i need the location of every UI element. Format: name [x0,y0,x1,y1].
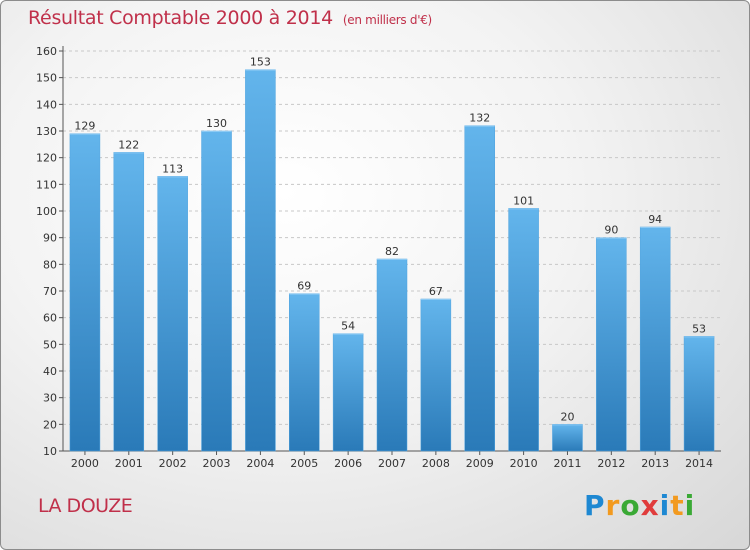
data-labels: 129 122 113 130 153 69 54 82 67 132 101 20 90 94 53 [74,56,706,424]
bar-value-label: 90 [604,224,618,237]
bar [69,133,101,452]
bar [157,176,188,452]
bar-value-label: 129 [74,120,95,133]
bar-value-label: 69 [297,280,311,293]
bar [376,258,408,452]
proxiti-logo[interactable]: Proxiti [584,489,695,522]
x-tick-label: 2003 [203,457,231,470]
logo-letter: i [684,489,696,522]
y-tick-label: 80 [43,258,57,271]
x-tick-label: 2010 [510,457,538,470]
logo-letter: t [670,489,685,522]
y-tick-label: 120 [36,152,57,165]
bar [113,152,145,452]
chart-title-text: Résultat Comptable 2000 à 2014 [28,7,333,29]
y-tick-label: 110 [36,178,57,191]
bar [464,125,495,452]
y-tick-label: 10 [43,445,57,458]
x-tick-label: 2009 [466,457,494,470]
y-tick-label: 140 [36,98,57,111]
bar [683,336,715,452]
bar-value-label: 130 [206,117,227,130]
bar [552,424,583,452]
y-tick-label: 40 [43,365,57,378]
x-tick-label: 2000 [71,457,99,470]
y-tick-label: 50 [43,338,57,351]
bar-value-label: 132 [469,112,490,125]
bar-value-label: 54 [341,320,355,333]
x-tick-label: 2004 [246,457,274,470]
bar-value-label: 153 [250,56,271,69]
chart-subtitle: (en milliers d'€) [342,13,432,27]
logo-letter: P [584,489,606,522]
y-tick-label: 160 [36,45,57,58]
axes: 10 20 30 40 50 60 70 80 90 100 110 120 130 140 150 160 2… [36,45,721,470]
x-tick-label: 2002 [159,457,187,470]
place-name: LA DOUZE [38,495,133,517]
bar-value-label: 122 [118,138,139,151]
x-tick-label: 2007 [378,457,406,470]
logo-letter: x [640,489,660,522]
chart-title: Résultat Comptable 2000 à 2014 (en millie… [28,7,432,29]
x-tick-label: 2012 [597,457,625,470]
bar-value-label: 53 [692,322,706,335]
y-tick-label: 90 [43,232,57,245]
logo-letter: o [620,489,641,522]
bars [69,69,715,452]
bar-value-label: 67 [429,285,443,298]
y-tick-label: 70 [43,285,57,298]
logo-letter: i [659,489,671,522]
bar-value-label: 82 [385,245,399,258]
bar [639,226,671,452]
bar-value-label: 94 [648,213,662,226]
bar [508,208,539,452]
y-tick-label: 20 [43,418,57,431]
bar [289,293,320,452]
y-tick-label: 130 [36,125,57,138]
x-tick-label: 2013 [641,457,669,470]
x-tick-label: 2008 [422,457,450,470]
bar-value-label: 20 [560,410,574,423]
logo-letter: r [605,489,621,522]
y-tick-label: 100 [36,205,57,218]
y-tick-label: 60 [43,312,57,325]
y-tick-label: 150 [36,72,57,85]
bar [201,130,232,452]
bar-value-label: 113 [162,162,183,175]
y-tick-label: 30 [43,392,57,405]
x-tick-label: 2001 [115,457,143,470]
bar [596,237,627,452]
x-tick-label: 2011 [553,457,581,470]
bar [332,333,364,452]
x-tick-label: 2006 [334,457,362,470]
bar [420,298,452,452]
bar-value-label: 101 [513,194,534,207]
x-tick-label: 2005 [290,457,318,470]
x-tick-label: 2014 [685,457,713,470]
bar [245,69,276,452]
